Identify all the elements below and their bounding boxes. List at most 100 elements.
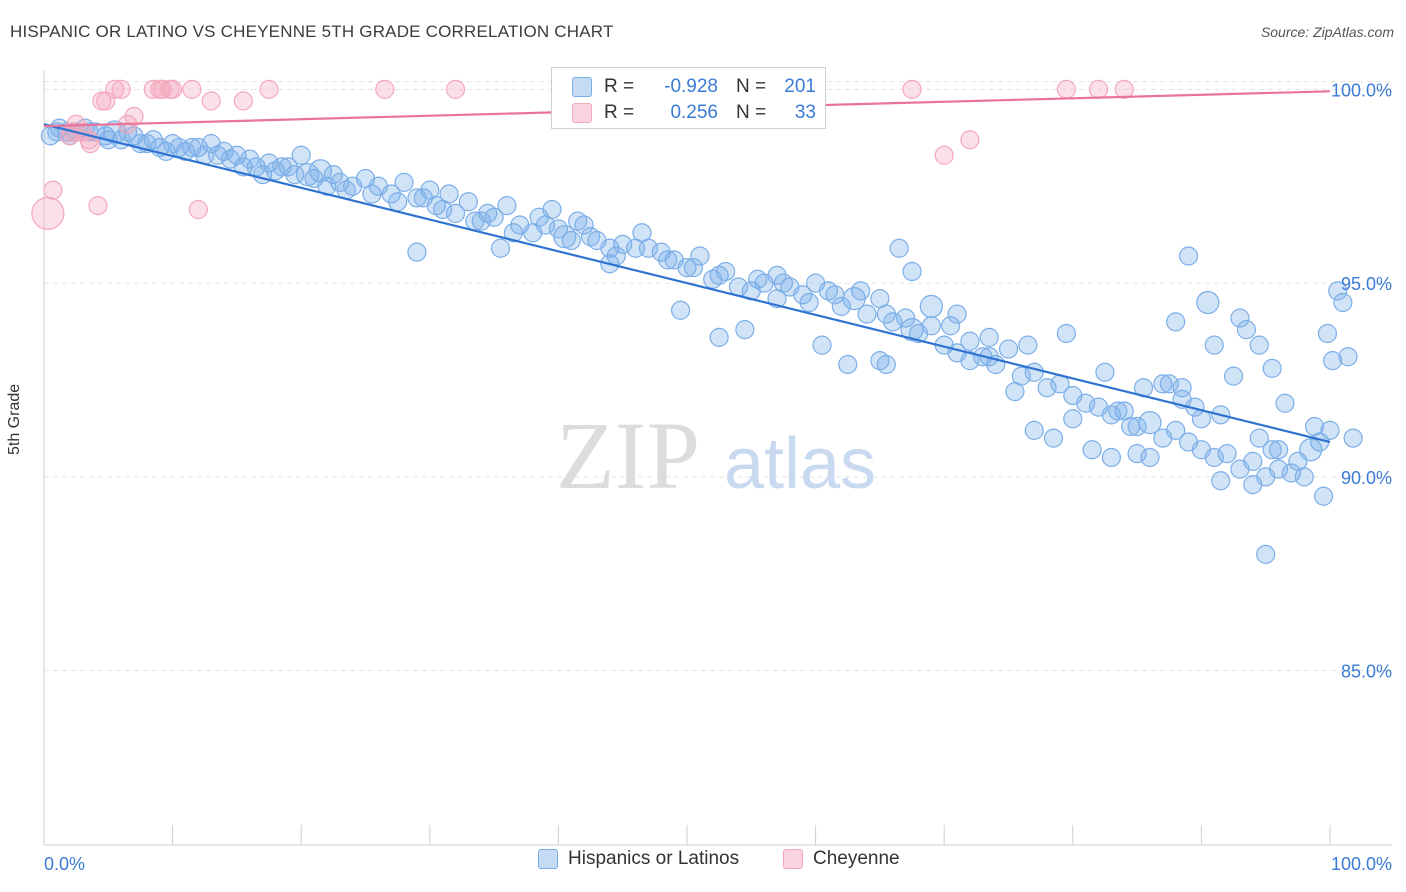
chart-source: Source: ZipAtlas.com [1260,24,1394,40]
point-hispanic [1024,420,1044,440]
point-hispanic [323,165,343,185]
point-hispanic [1043,428,1064,448]
point-hispanic [1166,312,1186,332]
point-hispanic [902,261,922,282]
point-cheyenne [1056,79,1076,99]
legend-item-cheyenne[interactable]: Cheyenne [783,848,900,870]
point-hispanic [182,137,202,158]
legend-item-hispanic[interactable]: Hispanics or Latinos [538,848,739,870]
point-hispanic [883,312,903,332]
point-hispanic [919,294,943,318]
point-hispanic [857,304,877,324]
point-hispanic [658,250,678,270]
point-hispanic [1343,428,1363,448]
point-hispanic [1333,292,1353,313]
data-points [31,79,1363,564]
n-value: 201 [784,76,816,97]
point-hispanic [156,141,176,161]
r-value: -0.928 [664,76,718,97]
point-hispanic [773,273,794,293]
legend: Hispanics or Latinos Cheyenne [0,848,1406,880]
point-hispanic [497,196,517,216]
point-hispanic [876,354,896,375]
point-hispanic [1196,290,1220,315]
r-label: R = [604,102,635,123]
point-hispanic [535,215,556,235]
point-cheyenne [233,91,253,111]
y-tick-label: 95.0% [1341,274,1392,294]
point-hispanic [1108,401,1128,421]
stats-swatch-hispanic [572,77,592,97]
point-hispanic [1005,382,1025,402]
x-tick-label: 0.0% [44,854,85,874]
point-hispanic [767,265,787,285]
point-hispanic [1204,447,1224,468]
point-hispanic [1095,362,1115,382]
point-hispanic [941,316,961,336]
point-hispanic [793,285,813,305]
point-hispanic [330,172,350,192]
point-hispanic [690,246,710,266]
point-hispanic [433,199,453,220]
point-hispanic [1262,440,1282,460]
point-hispanic [1328,281,1348,301]
point-cheyenne [182,79,202,99]
point-hispanic [1178,246,1199,266]
y-tick-label: 100.0% [1331,80,1392,100]
point-hispanic [445,203,466,223]
point-hispanic [896,308,916,328]
point-hispanic [960,331,980,351]
point-hispanic [1018,335,1038,355]
point-hispanic [1101,447,1121,468]
point-hispanic [1166,420,1186,440]
point-hispanic [1249,428,1269,448]
point-hispanic [1338,347,1358,367]
point-hispanic [458,192,478,212]
point-cheyenne [201,91,221,111]
point-hispanic [1024,362,1044,382]
point-hispanic [1256,544,1276,564]
point-hispanic [889,238,909,258]
point-hispanic [1275,393,1295,413]
point-hispanic [670,300,691,320]
point-hispanic [1243,451,1263,471]
point-hispanic [900,318,924,342]
point-hispanic [1294,467,1314,487]
point-hispanic [979,327,999,347]
point-cheyenne [188,199,208,220]
point-hispanic [825,285,845,305]
point-cheyenne [902,79,922,99]
point-hispanic [471,211,491,231]
point-hispanic [1076,393,1096,413]
point-hispanic [388,192,408,212]
point-hispanic [227,145,247,165]
point-cheyenne [163,79,183,99]
point-hispanic [296,163,320,187]
point-cheyenne [934,145,954,165]
point-hispanic [613,234,633,254]
point-hispanic [490,238,511,258]
stats-row-hispanic: R = -0.928 N = 201 [572,74,816,100]
point-hispanic [259,153,279,173]
point-hispanic [1217,444,1237,464]
point-hispanic [188,137,208,158]
point-hispanic [1304,416,1325,437]
y-tick-label: 85.0% [1341,662,1392,682]
point-hispanic [812,335,832,355]
watermark-atlas: atlas [724,424,876,504]
point-hispanic [625,238,646,258]
point-hispanic [1204,335,1224,355]
point-hispanic [1211,471,1231,491]
point-hispanic [1268,459,1289,479]
point-hispanic [1172,378,1192,398]
legend-label-hispanic: Hispanics or Latinos [568,848,740,869]
point-cheyenne [88,196,108,216]
point-hispanic [1230,308,1250,328]
tick-labels: 85.0% 90.0% 95.0% 100.0% 0.0% 100.0% [44,80,1392,874]
point-hispanic [381,184,401,204]
point-hispanic [838,354,858,375]
point-hispanic [735,320,755,340]
point-hispanic [1159,374,1179,394]
n-label: N = [736,102,767,123]
